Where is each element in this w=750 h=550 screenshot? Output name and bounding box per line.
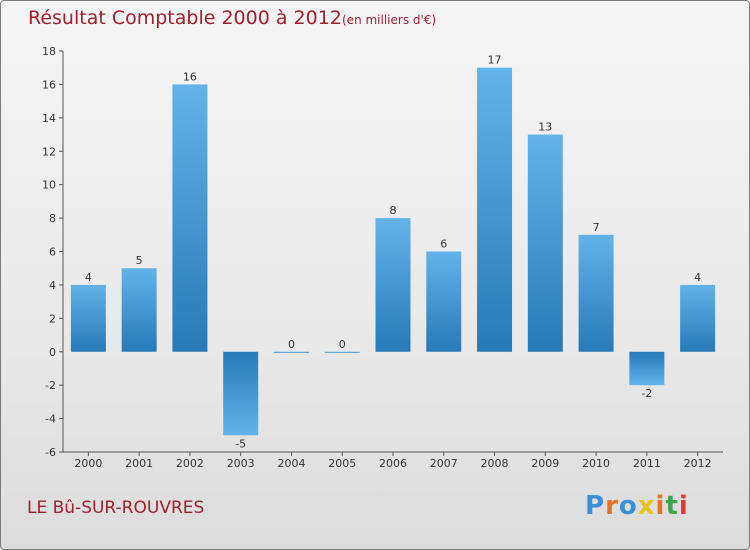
bar-2009 — [527, 134, 563, 352]
data-label-2005: 0 — [339, 338, 346, 351]
y-tick-label: 8 — [49, 212, 56, 225]
logo-letter: i — [655, 491, 666, 521]
logo-letter: i — [678, 491, 689, 521]
bar-2008 — [477, 67, 513, 352]
logo-letter: P — [585, 491, 606, 521]
data-label-2010: 7 — [593, 221, 600, 234]
bar-2002 — [172, 84, 208, 352]
logo-letter: o — [618, 491, 638, 521]
y-tick-label: 18 — [42, 45, 56, 58]
proxiti-logo[interactable]: Proxiti — [585, 491, 689, 521]
bar-2007 — [426, 251, 462, 352]
labels: 4 5 16 -5 0 0 8 6 17 13 7 -2 4 — [85, 54, 701, 451]
y-tick-label: 4 — [49, 279, 56, 292]
y-tick-label: -4 — [45, 413, 56, 426]
data-label-2003: -5 — [235, 437, 246, 450]
x-tick-label: 2006 — [379, 457, 407, 470]
bar-2005 — [324, 351, 360, 353]
data-label-2008: 17 — [488, 54, 502, 67]
x-tick-label: 2004 — [277, 457, 305, 470]
chart-title: Résultat Comptable 2000 à 2012 — [28, 7, 342, 29]
y-tick-label: 12 — [42, 145, 56, 158]
bar-2010 — [578, 234, 614, 352]
data-label-2007: 6 — [440, 238, 447, 251]
y-tick-label: 10 — [42, 179, 56, 192]
bar-2000 — [70, 284, 106, 352]
data-label-2004: 0 — [288, 338, 295, 351]
logo-letter: x — [637, 491, 656, 521]
bar-2012 — [680, 284, 716, 352]
x-tick-label: 2003 — [227, 457, 255, 470]
chart-subtitle: (en milliers d'€) — [342, 13, 437, 27]
data-label-2011: -2 — [641, 387, 652, 400]
y-tick-label: 14 — [42, 112, 56, 125]
bars — [70, 67, 716, 436]
data-label-2001: 5 — [136, 254, 143, 267]
bar-2003 — [223, 351, 259, 436]
bar-2011 — [629, 351, 665, 386]
x-tick-label: 2002 — [176, 457, 204, 470]
y-tick-label: 6 — [49, 246, 56, 259]
logo-letter: t — [665, 491, 679, 521]
y-tick-label: -2 — [45, 379, 56, 392]
x-tick-label: 2010 — [582, 457, 610, 470]
x-tick-label: 2011 — [633, 457, 661, 470]
x-tick-label: 2000 — [74, 457, 102, 470]
y-tick-label: 2 — [49, 312, 56, 325]
x-tick-label: 2001 — [125, 457, 153, 470]
y-tick-label: -6 — [45, 446, 56, 459]
logo-letter: r — [605, 491, 619, 521]
x-tick-label: 2009 — [531, 457, 559, 470]
x-tick-label: 2007 — [430, 457, 458, 470]
x-tick-label: 2008 — [481, 457, 509, 470]
data-label-2000: 4 — [85, 271, 92, 284]
bar-2001 — [121, 268, 157, 352]
commune-name: LE Bû-SUR-ROUVRES — [27, 498, 205, 518]
axes: 18 16 14 12 10 8 6 4 2 0 -2 -4 -6 2000 2001 2002 2003 200… — [42, 45, 723, 470]
x-tick-label: 2012 — [684, 457, 712, 470]
y-tick-label: 0 — [49, 346, 56, 359]
data-label-2012: 4 — [694, 271, 701, 284]
bar-2006 — [375, 218, 411, 352]
data-label-2002: 16 — [183, 70, 197, 83]
y-tick-label: 16 — [42, 78, 56, 91]
x-tick-label: 2005 — [328, 457, 356, 470]
data-label-2006: 8 — [390, 204, 397, 217]
data-label-2009: 13 — [538, 121, 552, 134]
bar-2004 — [273, 351, 309, 353]
